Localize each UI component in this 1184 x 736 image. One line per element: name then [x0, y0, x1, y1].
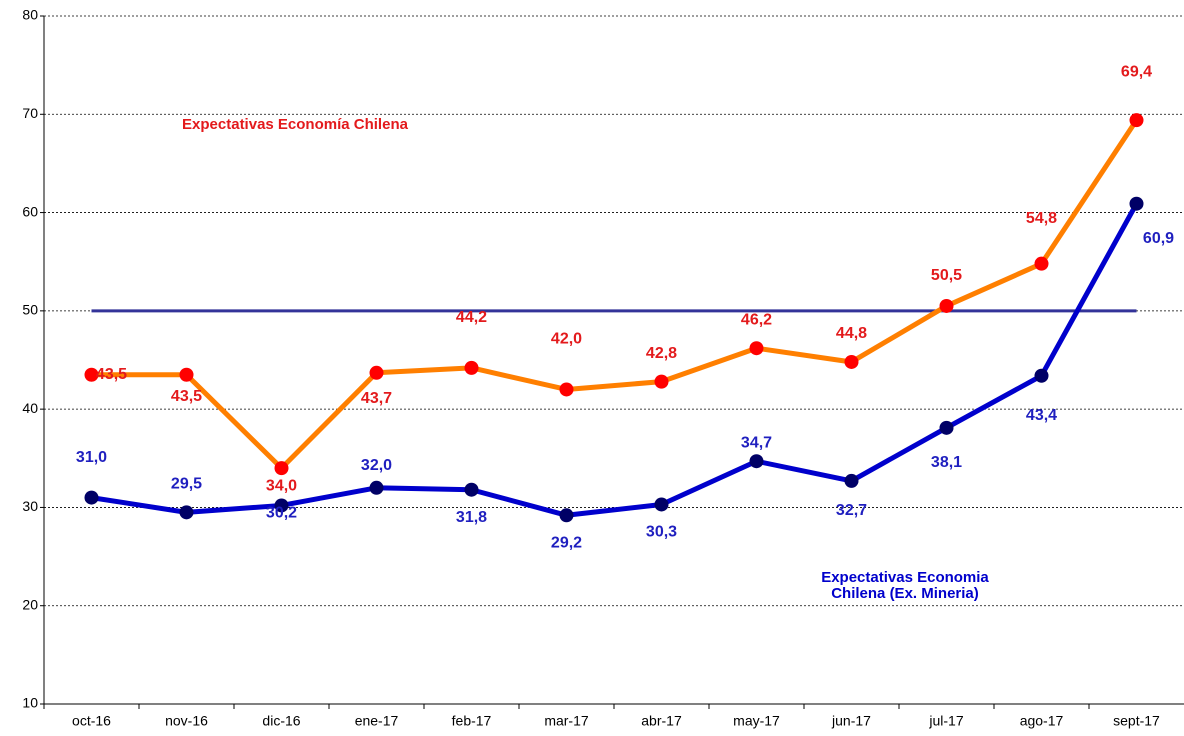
data-point [939, 298, 954, 313]
data-label: 34,7 [741, 434, 772, 451]
data-point [749, 341, 764, 356]
x-tick-label: jun-17 [831, 713, 871, 729]
data-label: 44,2 [456, 309, 487, 326]
data-point [1129, 113, 1144, 128]
x-tick-label: sept-17 [1113, 713, 1160, 729]
x-tick-label: dic-16 [262, 713, 300, 729]
data-point [179, 505, 194, 520]
data-label: 43,4 [1026, 407, 1057, 424]
data-point [559, 382, 574, 397]
y-tick-label: 10 [22, 695, 38, 711]
data-label: 34,0 [266, 477, 297, 494]
data-label: 38,1 [931, 454, 962, 471]
data-label: 43,7 [361, 390, 392, 407]
data-label: 60,9 [1143, 230, 1174, 247]
data-label: 29,2 [551, 535, 582, 552]
x-tick-label: oct-16 [72, 713, 111, 729]
series-annotation: Expectativas Economia Chilena (Ex. Mineri… [821, 569, 989, 602]
x-tick-label: feb-17 [452, 713, 492, 729]
data-point [1034, 368, 1049, 383]
data-label: 42,8 [646, 345, 677, 362]
data-point [464, 360, 479, 375]
data-point [1129, 196, 1144, 211]
data-point [654, 497, 669, 512]
series-line [91, 202, 1139, 518]
y-tick-label: 20 [22, 596, 38, 612]
data-label: 44,8 [836, 325, 867, 342]
series-annotation: Expectativas Economía Chilena [182, 116, 409, 133]
y-tick-label: 80 [22, 7, 38, 23]
data-label: 69,4 [1121, 63, 1152, 80]
data-point [749, 454, 764, 469]
data-label: 50,5 [931, 267, 962, 284]
x-tick-label: ene-17 [355, 713, 399, 729]
data-point [369, 365, 384, 380]
x-tick-label: nov-16 [165, 713, 208, 729]
y-tick-label: 60 [22, 203, 38, 219]
data-label: 54,8 [1026, 210, 1057, 227]
data-point [654, 374, 669, 389]
data-label: 30,2 [266, 505, 297, 522]
data-label: 32,7 [836, 502, 867, 519]
data-label: 30,3 [646, 524, 677, 541]
data-label: 31,8 [456, 509, 487, 526]
data-point [464, 482, 479, 497]
y-tick-label: 40 [22, 400, 38, 416]
x-tick-label: abr-17 [641, 713, 682, 729]
y-tick-label: 50 [22, 302, 38, 318]
series-line [91, 118, 1139, 471]
data-label: 31,0 [76, 449, 107, 466]
y-tick-label: 70 [22, 105, 38, 121]
annotation-line: Expectativas Economia [821, 569, 989, 586]
data-point [274, 498, 289, 513]
data-point [179, 367, 194, 382]
x-tick-label: ago-17 [1020, 713, 1064, 729]
data-point [369, 480, 384, 495]
data-label: 43,5 [96, 366, 127, 383]
data-label: 29,5 [171, 476, 202, 493]
data-point [274, 461, 289, 476]
data-label: 42,0 [551, 331, 582, 348]
x-tick-label: jul-17 [928, 713, 963, 729]
y-tick-label: 30 [22, 498, 38, 514]
x-tick-label: mar-17 [544, 713, 589, 729]
data-point [844, 473, 859, 488]
x-tick-label: may-17 [733, 713, 780, 729]
data-point [1034, 256, 1049, 271]
annotation-line: Chilena (Ex. Mineria) [831, 585, 979, 602]
data-label: 46,2 [741, 311, 772, 328]
data-label: 43,5 [171, 388, 202, 405]
data-label: 32,0 [361, 457, 392, 474]
data-point [939, 420, 954, 435]
data-point [84, 490, 99, 505]
data-point [84, 367, 99, 382]
data-point [844, 354, 859, 369]
data-point [559, 508, 574, 523]
